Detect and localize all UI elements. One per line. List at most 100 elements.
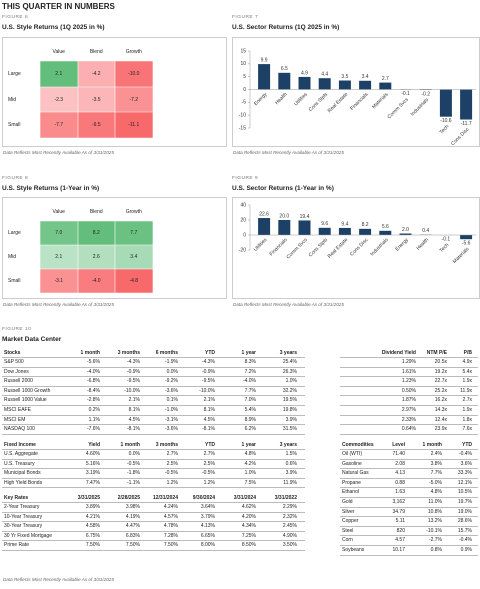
- table-cell: 2.4%: [430, 451, 442, 457]
- table-cell: 2.32%: [282, 513, 297, 520]
- value-label: -5.6: [462, 241, 471, 247]
- table-cell: -1.0%: [164, 407, 178, 413]
- row-label: Soybeans: [342, 547, 365, 553]
- bar: [338, 80, 351, 90]
- table-cell: -9.2%: [164, 378, 178, 385]
- table-cell: 2.29%: [282, 504, 297, 510]
- table-cell: -4.3%: [126, 359, 140, 365]
- row-label: Ethanol: [342, 489, 359, 496]
- cell-label: 8.2: [92, 230, 100, 236]
- table-cell: 1.87%: [401, 397, 416, 404]
- rule: [2, 414, 305, 416]
- table-cell: -10.1%: [426, 527, 442, 534]
- table-cell: 0.0%: [166, 368, 178, 375]
- y-tick-label: 40: [240, 202, 246, 208]
- rule: [2, 366, 305, 368]
- table-cell: 10.8%: [427, 508, 442, 515]
- table-cell: 3.89%: [85, 504, 100, 510]
- figure-title: U.S. Style Returns (1Q 2025 in %): [2, 24, 105, 31]
- bar: [460, 89, 473, 120]
- cell-label: 7.0: [55, 230, 63, 236]
- row-label: MSCI EAFE: [4, 407, 31, 413]
- table-cell: 2.7x: [462, 397, 472, 404]
- category-label: Tech: [439, 124, 451, 136]
- category-label: Health: [416, 237, 431, 252]
- rule: [340, 516, 478, 518]
- rule: [2, 357, 305, 358]
- table-cell: 0.64%: [401, 426, 416, 433]
- row-label: Prime Rate: [4, 542, 30, 549]
- bar: [318, 78, 331, 90]
- table-cell: 19.0%: [457, 508, 472, 515]
- table-cell: 2.1%: [128, 397, 140, 404]
- cell-label: -3.5: [91, 96, 101, 103]
- table-cell: 34.79: [392, 508, 405, 515]
- table-cell: -4.0%: [86, 368, 100, 375]
- category-label: Comm Svcs: [286, 237, 310, 261]
- table-cell: 71.40: [392, 451, 405, 457]
- row-label: Small: [8, 278, 21, 284]
- table-cell: 4.34%: [241, 523, 256, 530]
- value-label: 5.6: [382, 224, 389, 230]
- y-tick-label: 0: [243, 87, 246, 93]
- row-label: S&P 500: [4, 359, 24, 365]
- table-cell: 4.5%: [128, 416, 140, 423]
- y-tick-label: 10: [240, 61, 246, 67]
- heatmap-cell: [115, 112, 153, 138]
- row-label: NASDAQ 100: [4, 426, 35, 433]
- table-cell: 2.5%: [203, 460, 215, 467]
- table-cell: 0.8%: [430, 547, 442, 553]
- table-cell: 4.47%: [125, 523, 140, 530]
- bar: [278, 220, 291, 235]
- value-label: -0.2: [421, 91, 430, 97]
- table-cell: 1.9x: [462, 407, 472, 413]
- table-cell: 3.8%: [430, 460, 442, 467]
- cell-label: -11.1: [128, 122, 140, 129]
- table-cell: -1.8%: [126, 470, 140, 477]
- row-label: 2-Year Treasury: [4, 504, 40, 510]
- cell-label: 2.1: [55, 254, 63, 260]
- rule: [340, 376, 478, 378]
- table-cell: -3.1%: [164, 416, 178, 423]
- column-header: 3 years: [279, 350, 297, 356]
- table-cell: 19.7%: [457, 499, 472, 505]
- table-cell: 4.2%: [244, 460, 256, 467]
- table-cell: 4.57%: [163, 513, 178, 520]
- table-cell: 4.57: [395, 537, 405, 544]
- value-label: -0.1: [401, 91, 410, 97]
- table-cell: -1.1%: [126, 479, 140, 486]
- table-cell: 19.8%: [282, 407, 297, 413]
- bar: [338, 227, 351, 235]
- y-tick-label: 20: [240, 217, 246, 223]
- row-label: Large: [8, 70, 21, 77]
- value-label: 22.6: [259, 211, 269, 217]
- table-cell: 1.9x: [462, 378, 472, 385]
- table-cell: 3.50%: [282, 542, 297, 549]
- table-cell: 8.1%: [203, 407, 215, 413]
- row-label: Large: [8, 230, 21, 236]
- table-section-title: Key Rates: [4, 495, 29, 501]
- heatmap-cell: [77, 61, 115, 87]
- row-label: Steel: [342, 527, 354, 534]
- table-cell: 16.2x: [434, 397, 447, 404]
- table-cell: -0.5%: [201, 470, 215, 477]
- rule: [340, 424, 478, 426]
- heatmap-cell: [115, 269, 153, 293]
- table-cell: 2.1%: [203, 397, 215, 404]
- rule: [340, 404, 478, 406]
- rule: [340, 554, 478, 556]
- value-label: 4.9: [301, 70, 308, 76]
- column-header: 3 months: [155, 442, 178, 448]
- category-label: Industrials: [410, 97, 431, 118]
- table-cell: 7.7%: [244, 387, 256, 394]
- category-label: Real Estate: [327, 237, 350, 260]
- table-cell: -8.1%: [126, 426, 140, 433]
- table-section-title: Fixed Income: [4, 442, 36, 448]
- cell-label: -4.2: [91, 70, 101, 77]
- table-cell: 3.19%: [85, 470, 100, 477]
- rule: [340, 458, 478, 460]
- row-label: Municipal Bonds: [4, 470, 41, 477]
- row-label: Natural Gas: [342, 470, 369, 477]
- bar: [298, 76, 311, 90]
- rule: [340, 433, 478, 435]
